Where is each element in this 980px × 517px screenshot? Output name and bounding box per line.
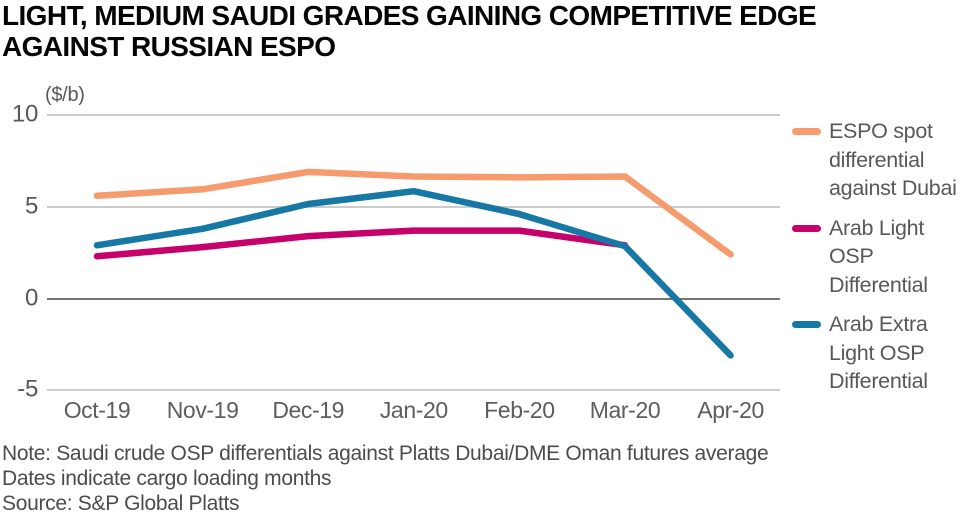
legend-swatch <box>792 128 821 135</box>
y-axis-unit-label: ($/b) <box>45 84 85 106</box>
y-tick-label: 10 <box>11 100 38 128</box>
legend-label: Arab Extra Light OSP Differential <box>829 310 928 396</box>
note-line: Note: Saudi crude OSP differentials agai… <box>2 442 769 465</box>
gridline <box>47 205 780 208</box>
legend-label: ESPO spot differential against Dubai <box>829 117 957 203</box>
x-tick-label: Jan-20 <box>379 397 448 423</box>
chart-legend: ESPO spot differential against Dubai Arab L… <box>792 117 978 407</box>
x-tick-label: Feb-20 <box>484 397 555 423</box>
legend-item-arab-light-osp-differential: Arab Light OSP Differential <box>792 214 978 300</box>
line-series-arab-light-osp-differential <box>93 227 629 260</box>
x-tick-label: Dec-19 <box>272 397 345 423</box>
y-tick-label: -5 <box>17 375 38 403</box>
chart-title: LIGHT, MEDIUM SAUDI GRADES GAINING COMPE… <box>2 0 817 62</box>
legend-swatch <box>792 321 821 328</box>
legend-label-line: against Dubai <box>829 176 957 200</box>
gridline <box>47 389 780 392</box>
line-series-arab-extra-light-osp-differential <box>93 187 734 359</box>
legend-label-line: Arab Light <box>829 215 925 240</box>
legend-swatch <box>792 224 821 232</box>
x-tick-label: Nov-19 <box>166 397 239 423</box>
legend-label-line: Light OSP <box>829 340 925 365</box>
legend-label-line: Differential <box>829 369 928 393</box>
legend-label-line: Arab Extra <box>829 312 928 336</box>
plot-lines <box>93 168 734 359</box>
chart-title-line-2: AGAINST RUSSIAN ESPO <box>2 31 336 62</box>
legend-label: Arab Light OSP Differential <box>829 214 928 300</box>
source-line: Source: S&P Global Platts <box>2 492 240 515</box>
zero-axis-line <box>47 297 780 300</box>
x-tick-label: Oct-19 <box>63 397 131 423</box>
legend-label-line: Differential <box>829 272 928 297</box>
legend-label-line: OSP <box>829 244 874 268</box>
legend-item-espo-spot-differential-against-dubai: ESPO spot differential against Dubai <box>792 117 978 203</box>
legend-label-line: ESPO spot <box>829 119 933 143</box>
line-series-espo-spot-differential-against-dubai <box>93 168 734 258</box>
legend-label-line: differential <box>829 147 925 172</box>
x-tick-label: Apr-20 <box>697 397 764 423</box>
gridline <box>47 114 780 116</box>
note-line: Dates indicate cargo loading months <box>2 467 332 490</box>
x-tick-label: Mar-20 <box>589 397 661 423</box>
y-tick-label: 0 <box>24 283 38 311</box>
chart-title-line-1: LIGHT, MEDIUM SAUDI GRADES GAINING COMPE… <box>2 0 817 31</box>
y-tick-label: 5 <box>24 192 38 220</box>
chart-footnotes: Note: Saudi crude OSP differentials agai… <box>2 441 769 516</box>
legend-item-arab-extra-light-osp-differential: Arab Extra Light OSP Differential <box>792 310 978 396</box>
